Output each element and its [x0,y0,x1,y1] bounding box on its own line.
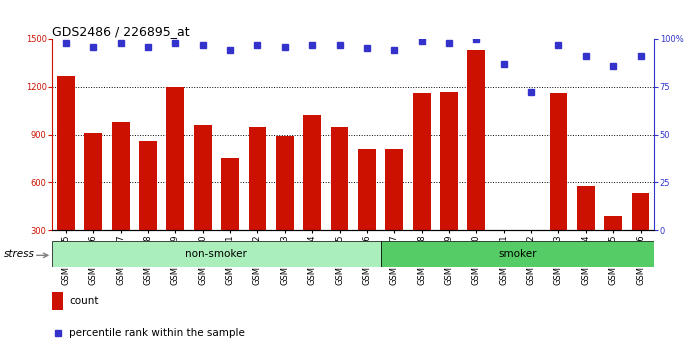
Bar [331,126,349,278]
Bar [57,75,74,278]
Text: percentile rank within the sample: percentile rank within the sample [69,328,245,338]
Bar [52,292,63,310]
Bar [52,241,381,267]
Text: stress: stress [3,249,34,259]
Text: GDS2486 / 226895_at: GDS2486 / 226895_at [52,25,190,38]
Bar [413,93,431,278]
Text: smoker: smoker [498,249,537,259]
Bar [84,133,102,278]
Bar [248,126,267,278]
Bar [358,149,376,278]
Bar [604,216,622,278]
Bar [303,115,321,278]
Bar [468,50,485,278]
Bar [550,93,567,278]
Bar [577,186,594,278]
Text: non-smoker: non-smoker [185,249,247,259]
Bar [522,232,540,278]
Bar [440,92,458,278]
Bar [112,122,129,278]
Bar [632,193,649,278]
Bar [193,125,212,278]
Text: count: count [69,296,99,306]
Bar [139,141,157,278]
Bar [276,136,294,278]
Bar [381,241,654,267]
Bar [386,149,403,278]
Bar [495,270,513,278]
Bar [221,159,239,278]
Bar [166,87,184,278]
